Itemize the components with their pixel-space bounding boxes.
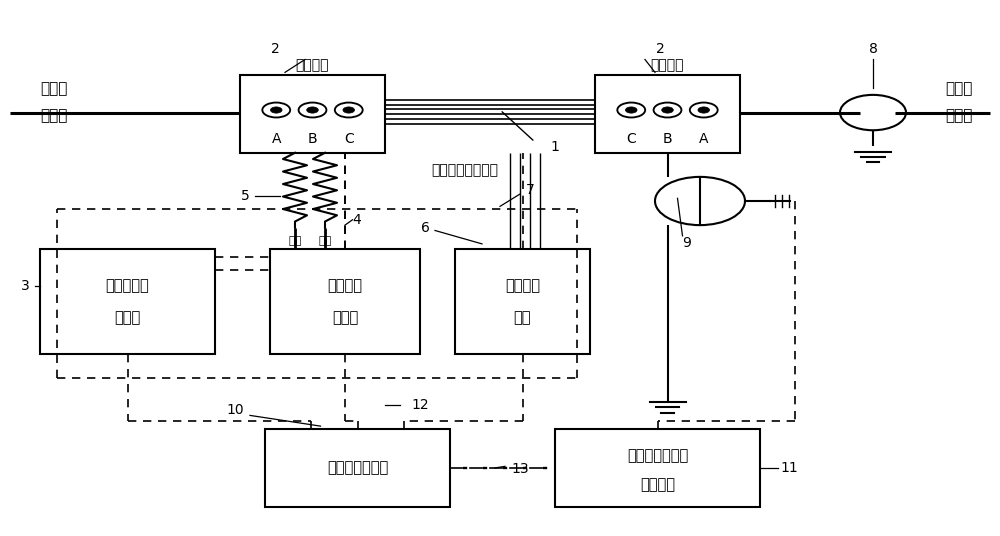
Text: 13: 13 bbox=[511, 462, 529, 476]
Circle shape bbox=[625, 107, 637, 113]
Circle shape bbox=[698, 107, 710, 113]
Text: 7: 7 bbox=[526, 183, 534, 197]
Circle shape bbox=[662, 107, 673, 113]
Text: 2: 2 bbox=[271, 42, 279, 56]
Text: 主机: 主机 bbox=[514, 310, 531, 325]
Text: 4: 4 bbox=[353, 213, 361, 227]
Text: A: A bbox=[272, 132, 281, 146]
Text: 9: 9 bbox=[682, 236, 691, 250]
Circle shape bbox=[270, 107, 282, 113]
Text: 控单元: 控单元 bbox=[114, 310, 141, 325]
Text: 主回路: 主回路 bbox=[945, 108, 972, 123]
Text: 11: 11 bbox=[780, 460, 798, 475]
Text: 3: 3 bbox=[21, 279, 30, 293]
Text: 去流: 去流 bbox=[288, 236, 302, 246]
Text: 电缆终端: 电缆终端 bbox=[296, 58, 329, 72]
FancyBboxPatch shape bbox=[595, 75, 740, 153]
Text: 三相同轴超导电缆: 三相同轴超导电缆 bbox=[432, 163, 498, 177]
Text: 主回路运行参数: 主回路运行参数 bbox=[627, 449, 688, 464]
Text: 电缆终端: 电缆终端 bbox=[651, 58, 684, 72]
Text: 主回路: 主回路 bbox=[40, 108, 67, 123]
Text: 液氮循环监: 液氮循环监 bbox=[106, 278, 149, 293]
Text: 光纤测温: 光纤测温 bbox=[505, 278, 540, 293]
Text: C: C bbox=[344, 132, 354, 146]
FancyBboxPatch shape bbox=[240, 75, 385, 153]
Circle shape bbox=[343, 107, 355, 113]
Circle shape bbox=[307, 107, 318, 113]
Text: 5: 5 bbox=[241, 189, 249, 203]
Text: 连接至: 连接至 bbox=[40, 81, 67, 96]
Text: 1: 1 bbox=[550, 140, 559, 154]
Text: 调整单元: 调整单元 bbox=[640, 477, 675, 492]
Text: B: B bbox=[308, 132, 317, 146]
Text: 8: 8 bbox=[869, 42, 877, 56]
Text: 温单元: 温单元 bbox=[332, 310, 358, 325]
Text: 12: 12 bbox=[411, 398, 429, 412]
FancyBboxPatch shape bbox=[265, 429, 450, 507]
Text: 10: 10 bbox=[226, 403, 244, 417]
Text: 热电阻测: 热电阻测 bbox=[328, 278, 363, 293]
FancyBboxPatch shape bbox=[555, 429, 760, 507]
Text: 回流: 回流 bbox=[318, 236, 332, 246]
FancyBboxPatch shape bbox=[40, 249, 215, 354]
Text: 2: 2 bbox=[656, 42, 664, 56]
Text: A: A bbox=[699, 132, 708, 146]
Text: 6: 6 bbox=[421, 221, 429, 235]
Text: C: C bbox=[626, 132, 636, 146]
FancyBboxPatch shape bbox=[455, 249, 590, 354]
FancyBboxPatch shape bbox=[270, 249, 420, 354]
Text: 热平衡监测单元: 热平衡监测单元 bbox=[327, 460, 388, 475]
Text: 连接至: 连接至 bbox=[945, 81, 972, 96]
Text: B: B bbox=[663, 132, 672, 146]
